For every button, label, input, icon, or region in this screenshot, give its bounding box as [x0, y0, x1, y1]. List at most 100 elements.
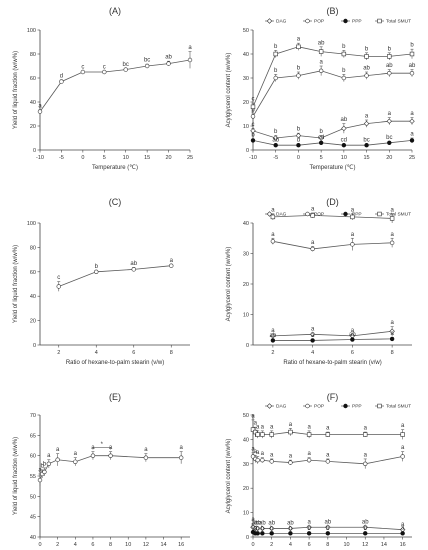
- panel-3-series-0-data-label: a: [390, 320, 394, 326]
- panel-3-y-label: Acylglycerol content (w/w%): [226, 247, 232, 322]
- panel-5-series-1-point: [306, 457, 312, 463]
- panel-1-series-1-point: [341, 75, 347, 81]
- panel-5-series-2-data-label: b: [254, 526, 258, 532]
- panel-5-series-3-point: [325, 432, 331, 437]
- panel-0-x-tick-label: 15: [144, 155, 150, 161]
- panel-0-x-tick-label: 0: [81, 155, 84, 161]
- panel-1-series-0-data-label: a: [410, 111, 414, 117]
- panel-1-series-3-data-label: a: [297, 37, 301, 43]
- panel-3-series-3-point: [350, 214, 355, 220]
- panel-2-series-0-data-label: c: [57, 275, 60, 281]
- panel-5-series-2-data-label: b: [289, 526, 293, 532]
- panel-1-x-tick-label: 5: [320, 155, 323, 161]
- panel-1-series-0-data-label: a: [365, 114, 369, 120]
- panel-1-series-2-data-label: bc: [363, 138, 369, 144]
- panel-1-x-tick-label: 0: [297, 155, 300, 161]
- panel-4-x-tick-label: 8: [109, 542, 112, 548]
- panel-3-series-0-data-label: a: [311, 326, 315, 332]
- panel-1-series-0-data-label: c: [252, 122, 255, 128]
- panel-5-x-tick-label: 6: [308, 542, 311, 548]
- panel-3-series-2-point: [310, 338, 315, 343]
- panel-1-legend-marker: [266, 18, 273, 24]
- panel-1-series-3-line: [252, 46, 413, 107]
- panel-1-series-1-line: [252, 70, 412, 117]
- panel-1-legend-marker: [305, 18, 310, 24]
- panel-2-series-0-data-label: a: [170, 258, 174, 264]
- panel-4-x-tick-label: 10: [125, 542, 131, 548]
- panel-4-x-tick-label: 12: [143, 542, 149, 548]
- panel-1-series-2-point: [409, 138, 415, 143]
- panel-1-series-1-point: [387, 70, 392, 76]
- panel-1-legend-label: POP: [314, 19, 324, 25]
- panel-1-series-3-data-label: b: [388, 46, 392, 52]
- panel-4-x-tick-label: 14: [160, 542, 166, 548]
- panel-5-series-1-data-label: a: [326, 452, 330, 458]
- panel-4-series-0-point: [55, 457, 60, 462]
- panel-1-series-1-data-label: p: [251, 108, 255, 114]
- panel-4-series-0-point: [178, 455, 184, 460]
- panel-5-series-1-point: [363, 461, 368, 466]
- panel-5-series-2-point: [400, 531, 405, 536]
- panel-0-series-0-data-label: d: [60, 73, 63, 79]
- panel-5-series-3-point: [400, 432, 405, 437]
- panel-1-x-tick-label: 25: [409, 155, 415, 161]
- panel-4-series-0-data-label: a: [56, 447, 60, 453]
- panel-2-series-0-line: [58, 265, 172, 287]
- panel-3-series-2-data-label: ab: [349, 332, 356, 338]
- panel-1-series-0-data-label: b: [319, 129, 323, 135]
- panel-0-x-tick-label: 20: [166, 155, 172, 161]
- panel-5-series-0-data-label: ab: [268, 521, 275, 527]
- panel-1-series-0-point: [341, 125, 347, 132]
- panel-5-series-1-point: [400, 454, 405, 459]
- panel-5-series-3-data-label: a: [251, 413, 255, 419]
- panel-0-title: (A): [109, 6, 121, 16]
- panel-3-legend-label: POP: [314, 212, 324, 218]
- panel-5-series-1-data-label: a: [256, 450, 260, 456]
- panel-5-series-1-point: [260, 457, 265, 463]
- panel-5-x-tick-label: 8: [326, 542, 329, 548]
- panel-3-series-3-point: [310, 213, 315, 218]
- panel-3-x-tick-label: 2: [271, 350, 274, 356]
- panel-5-legend-marker: [377, 403, 382, 409]
- panel-2-title: (C): [109, 197, 122, 207]
- panel-2-series-0-point: [169, 263, 174, 268]
- panel-1-series-3-point: [341, 51, 347, 57]
- panel-5-legend-label: POP: [314, 404, 324, 410]
- panel-5-series-2-point: [288, 531, 293, 536]
- panel-3-series-2-point: [270, 338, 276, 343]
- panel-0-series-0-data-label: a: [38, 103, 42, 109]
- panel-3-legend-label: Total SMUT: [386, 212, 411, 218]
- panel-5-series-1-data-label: a: [307, 451, 311, 457]
- panel-1-series-1-data-label: b: [297, 66, 301, 72]
- panel-1-legend-marker: [343, 18, 348, 24]
- panel-0-series-0-data-label: c: [103, 64, 106, 70]
- panel-1-series-3-data-label: ab: [318, 40, 325, 46]
- panel-3-series-0-data-label: a: [271, 328, 275, 334]
- panel-4-x-tick-label: 16: [178, 542, 184, 548]
- panel-5-series-0-data-label: a: [307, 520, 311, 526]
- panel-5-series-1-data-label: a: [289, 454, 293, 460]
- panel-3-legend-label: PPP: [352, 212, 362, 218]
- panel-0-y-tick-label: 100: [27, 28, 36, 34]
- panel-4-x-tick-label: 4: [74, 542, 77, 548]
- panel-5-series-3-point: [306, 432, 312, 437]
- panel-5-series-3-point: [260, 432, 265, 437]
- panel-4-y-tick-label: 70: [30, 413, 36, 419]
- panel-5-x-tick-label: 10: [343, 542, 349, 548]
- panel-2-series-0-point: [56, 284, 61, 289]
- panel-4-y-label: Yield of liquid fraction (w/w%): [13, 437, 19, 515]
- panel-3-series-1-point: [270, 239, 276, 244]
- panel-3-series-2-data-label: ab: [270, 333, 277, 339]
- panel-1-series-0-data-label: b: [297, 127, 301, 133]
- panel-5-series-1-point: [288, 460, 293, 465]
- panel-5-series-1-data-label: a: [401, 445, 405, 451]
- panel-5-series-3-data-label: a: [254, 421, 258, 427]
- panel-5-series-0-point: [259, 525, 266, 532]
- panel-0-series-0-data-label: a: [188, 45, 192, 51]
- panel-1-series-2-data-label: bc: [386, 135, 392, 141]
- panel-5-series-3-data-label: a: [326, 426, 330, 432]
- panel-0-y-tick-label: 40: [30, 100, 36, 106]
- panel-1-y-tick-label: 40: [243, 52, 249, 58]
- panel-0-series-0-data-label: bc: [144, 58, 150, 64]
- panel-5-legend-label: DAG: [276, 404, 287, 410]
